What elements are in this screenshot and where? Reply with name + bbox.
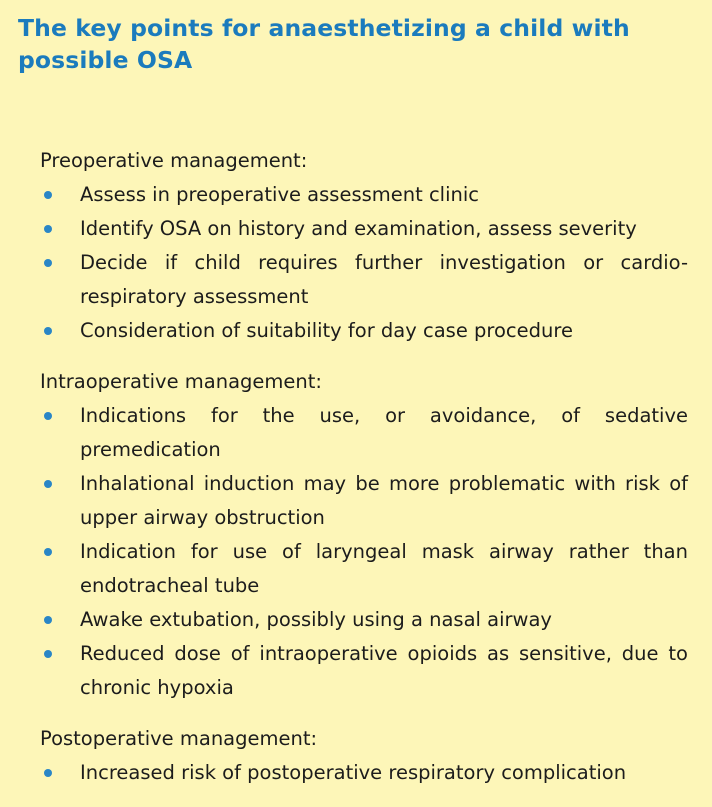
list-item: Increased risk of postoperative respirat… xyxy=(40,756,688,790)
bullet-icon xyxy=(44,327,52,335)
box-title: The key points for anaesthetizing a chil… xyxy=(18,14,630,74)
list-item: Awake extubation, possibly using a nasal… xyxy=(40,603,688,637)
bullet-icon xyxy=(44,548,52,556)
bullet-list: Indications for the use, or avoidance, o… xyxy=(40,399,688,705)
list-item-text: Reduced dose of intraoperative opioids a… xyxy=(80,642,688,699)
preoperative-section: Preoperative management: Assess in preop… xyxy=(40,144,688,348)
list-item-text: Identify OSA on history and examination,… xyxy=(80,217,637,240)
bullet-icon xyxy=(44,259,52,267)
list-item-text: Consideration of suitability for day cas… xyxy=(80,319,573,342)
bullet-list: Increased risk of postoperative respirat… xyxy=(40,756,688,790)
bullet-icon xyxy=(44,480,52,488)
list-item: Reduced dose of intraoperative opioids a… xyxy=(40,637,688,705)
key-points-content: Preoperative management: Assess in preop… xyxy=(40,144,688,807)
list-item: Decide if child requires further investi… xyxy=(40,246,688,314)
list-item-text: Inhalational induction may be more probl… xyxy=(80,472,688,529)
bullet-icon xyxy=(44,412,52,420)
list-item-text: Awake extubation, possibly using a nasal… xyxy=(80,608,552,631)
list-item: Indication for use of laryngeal mask air… xyxy=(40,535,688,603)
bullet-icon xyxy=(44,769,52,777)
bullet-icon xyxy=(44,191,52,199)
list-item-text: Increased risk of postoperative respirat… xyxy=(80,761,627,784)
bullet-icon xyxy=(44,650,52,658)
bullet-icon xyxy=(44,225,52,233)
list-item-text: Decide if child requires further investi… xyxy=(80,251,688,308)
list-item: Identify OSA on history and examination,… xyxy=(40,212,688,246)
list-item: Inhalational induction may be more probl… xyxy=(40,467,688,535)
list-item-text: Indication for use of laryngeal mask air… xyxy=(80,540,688,597)
bullet-list: Assess in preoperative assessment clinic… xyxy=(40,178,688,348)
section-heading: Postoperative management: xyxy=(40,727,318,750)
bullet-icon xyxy=(44,616,52,624)
list-item-text: Indications for the use, or avoidance, o… xyxy=(80,404,688,461)
intraoperative-section: Intraoperative management: Indications f… xyxy=(40,365,688,705)
list-item: Consideration of suitability for day cas… xyxy=(40,314,688,348)
postoperative-section: Postoperative management: Increased risk… xyxy=(40,722,688,790)
section-heading: Intraoperative management: xyxy=(40,370,322,393)
list-item: Indications for the use, or avoidance, o… xyxy=(40,399,688,467)
list-item: Assess in preoperative assessment clinic xyxy=(40,178,688,212)
section-heading: Preoperative management: xyxy=(40,149,308,172)
list-item-text: Assess in preoperative assessment clinic xyxy=(80,183,480,206)
